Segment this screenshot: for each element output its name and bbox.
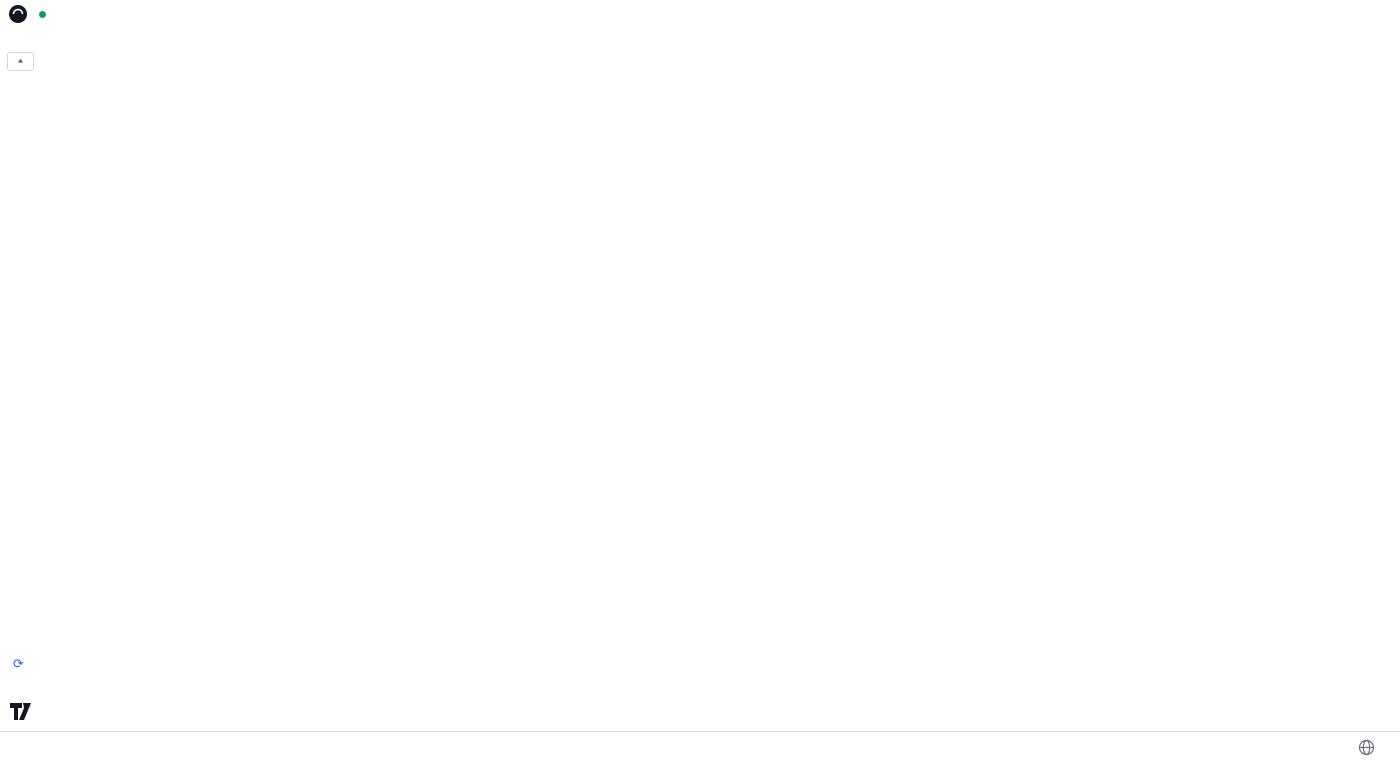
- rsi-legend: ⟳: [8, 656, 29, 672]
- ma-legend: [5, 29, 38, 31]
- pane-collapse-button[interactable]: ▲: [7, 52, 34, 71]
- refresh-icon[interactable]: ⟳: [13, 656, 24, 671]
- market-status-icon[interactable]: [39, 10, 46, 18]
- timezone-globe-icon[interactable]: [1358, 739, 1375, 761]
- tradingview-logo-icon: [10, 703, 32, 720]
- tradingview-logo[interactable]: [10, 703, 39, 720]
- symbol-legend: [5, 3, 111, 25]
- time-axis[interactable]: [0, 731, 1400, 761]
- price-axis[interactable]: [1334, 0, 1400, 730]
- chevron-up-icon: ▲: [16, 56, 25, 64]
- symbol-logo-icon: [9, 5, 27, 23]
